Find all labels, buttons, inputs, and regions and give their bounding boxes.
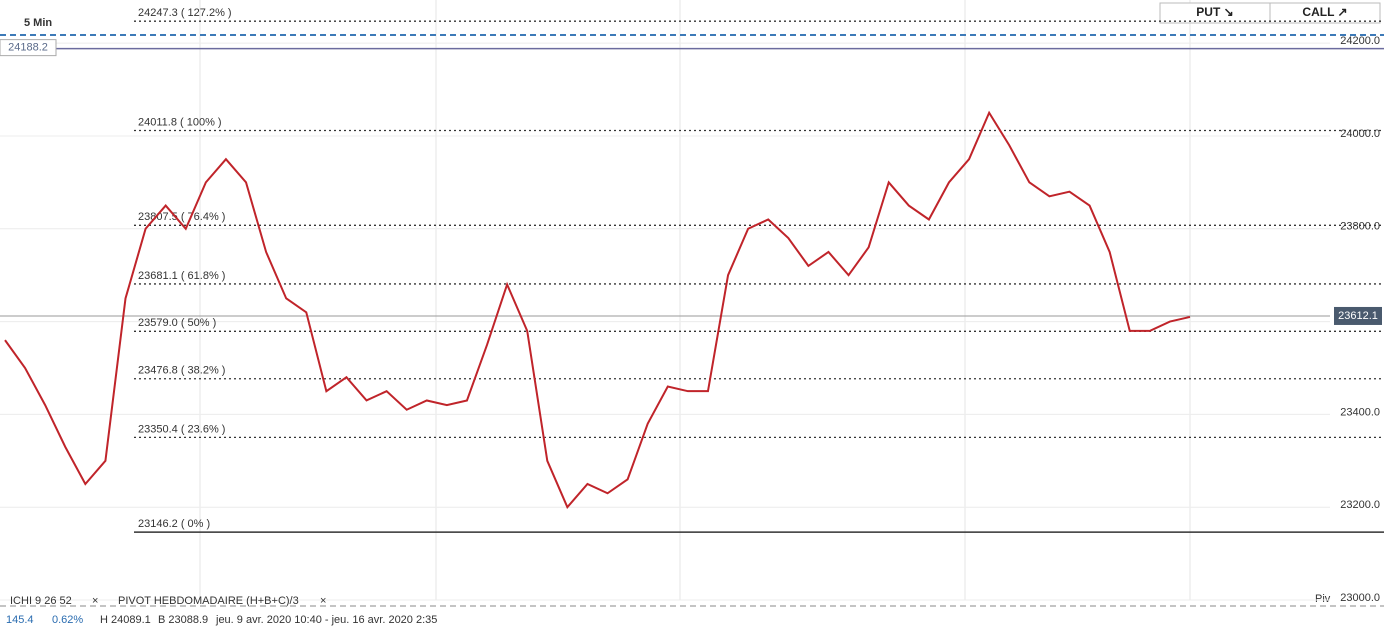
y-tick-label: 24000.0 — [1340, 128, 1380, 140]
change-pct: 0.62% — [52, 614, 83, 626]
fib-label: 23807.5 ( 76.4% ) — [138, 211, 225, 223]
last-price-box — [1334, 306, 1382, 325]
vertical-grid — [199, 0, 1191, 600]
fib-label: 24011.8 ( 100% ) — [138, 116, 222, 128]
footer: ICHI 9 26 52 × PIVOT HEBDOMADAIRE (H+B+C… — [6, 595, 437, 626]
price-line — [4, 110, 1191, 510]
y-tick-label: 24200.0 — [1340, 35, 1380, 47]
pivot-indicator: PIVOT HEBDOMADAIRE (H+B+C)/3 — [118, 595, 299, 607]
close-x[interactable]: × — [92, 595, 98, 607]
ichi: ICHI 9 26 52 — [10, 595, 72, 607]
timeframe: 5 Min — [24, 17, 52, 29]
y-tick-label: 23400.0 — [1340, 406, 1380, 418]
fib-label: 24247.3 ( 127.2% ) — [138, 7, 232, 19]
close-x[interactable]: × — [320, 595, 326, 607]
fib-label: 23476.8 ( 38.2% ) — [138, 365, 225, 377]
fib-label: 23146.2 ( 0% ) — [138, 518, 210, 530]
y-tick-label: 23200.0 — [1340, 499, 1380, 511]
pivot-label: Piv — [1315, 593, 1331, 605]
last-price-label: 23612.1 — [1338, 310, 1378, 322]
fib-label: 23350.4 ( 23.6% ) — [138, 423, 225, 435]
range: jeu. 9 avr. 2020 10:40 - jeu. 16 avr. 20… — [215, 614, 437, 626]
y-tick-label: 23800.0 — [1340, 221, 1380, 233]
call-label[interactable]: CALL ↗ — [1302, 5, 1347, 19]
y-tick-label: 23000.0 — [1340, 592, 1380, 604]
change: 145.4 — [6, 614, 34, 626]
marker-box — [0, 39, 57, 57]
put-label[interactable]: PUT ↘ — [1196, 5, 1233, 19]
high: H 24089.1 — [100, 614, 151, 626]
call-button[interactable] — [1269, 2, 1381, 24]
fib-label: 23579.0 ( 50% ) — [138, 317, 216, 329]
marker-label: 24188.2 — [8, 42, 48, 54]
fib-label: 23681.1 ( 61.8% ) — [138, 270, 225, 282]
low: B 23088.9 — [158, 614, 208, 626]
